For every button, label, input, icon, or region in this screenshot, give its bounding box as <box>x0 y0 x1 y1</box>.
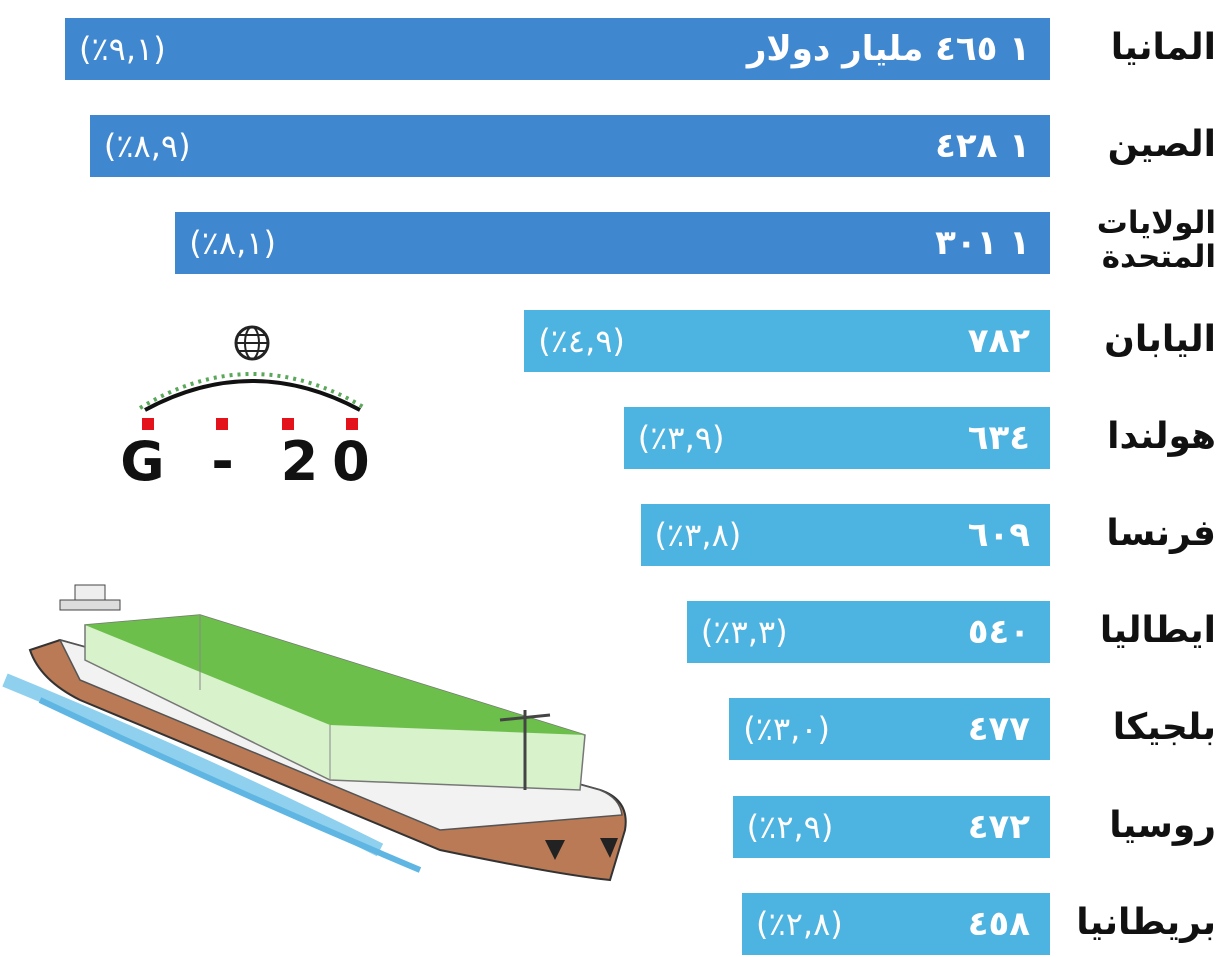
value-label: ٧٨٢ <box>968 321 1030 361</box>
share-label: (٪٣,٩) <box>638 418 725 458</box>
category-label: المانيا <box>1056 30 1216 66</box>
logo: G - 20 <box>120 327 383 493</box>
category-label: بريطانيا <box>1056 905 1216 941</box>
share-label: (٪٢,٨) <box>756 904 843 944</box>
value-label: ١ ٣٠١ <box>935 223 1030 263</box>
value-label: ٤٧٧ <box>968 709 1030 749</box>
share-label: (٪٤,٩) <box>538 321 625 361</box>
value-label: ٦٠٩ <box>968 515 1030 555</box>
value-label: ٤٥٨ <box>968 904 1030 944</box>
share-label: (٪٢,٩) <box>747 807 834 847</box>
share-label: (٪٨,١) <box>189 223 276 263</box>
value-label: ٤٧٢ <box>968 807 1030 847</box>
category-label: الصين <box>1056 127 1216 163</box>
page: {"chart_data": {"type": "bar", "categori… <box>0 0 1220 957</box>
category-label: الولايات المتحدة <box>1056 206 1216 274</box>
category-label: ايطاليا <box>1056 613 1216 649</box>
share-label: (٪٣,٣) <box>701 612 788 652</box>
category-label: بلجيكا <box>1056 710 1216 746</box>
logo-text: G - 20 <box>120 430 383 493</box>
ship <box>5 585 626 880</box>
category-label: روسيا <box>1056 808 1216 844</box>
bar <box>90 115 1050 177</box>
value-label: ٦٣٤ <box>968 418 1030 458</box>
value-label: ١ ٤٢٨ <box>935 126 1030 166</box>
bar <box>175 212 1050 274</box>
category-label: فرنسا <box>1056 516 1216 552</box>
share-label: (٪٩,١) <box>79 29 166 69</box>
category-label: هولندا <box>1056 419 1216 455</box>
share-label: (٪٣,٠) <box>743 709 830 749</box>
share-label: (٪٨,٩) <box>104 126 191 166</box>
value-label: ٥٤٠ <box>968 612 1030 652</box>
share-label: (٪٣,٨) <box>655 515 742 555</box>
value-label: ١ ٤٦٥ مليار دولار <box>747 29 1030 69</box>
category-label: اليابان <box>1056 322 1216 358</box>
